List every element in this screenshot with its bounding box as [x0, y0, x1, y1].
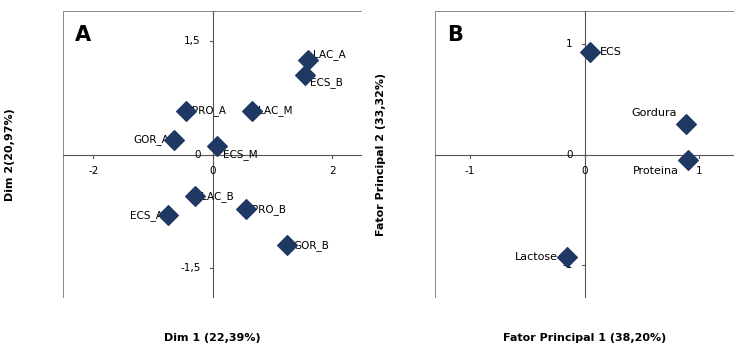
- Text: GOR_A: GOR_A: [133, 134, 169, 145]
- Text: LAC_M: LAC_M: [258, 106, 292, 117]
- Point: [682, 157, 694, 163]
- Point: [168, 137, 180, 143]
- Text: Fator Principal 2 (33,32%): Fator Principal 2 (33,32%): [376, 73, 387, 236]
- Text: 0: 0: [581, 166, 588, 176]
- Text: PRO_A: PRO_A: [191, 106, 226, 117]
- Point: [584, 49, 596, 55]
- Text: LAC_A: LAC_A: [313, 49, 346, 59]
- Text: ECS: ECS: [600, 47, 621, 57]
- Text: B: B: [447, 25, 463, 45]
- Text: Proteina: Proteina: [633, 166, 679, 176]
- Point: [180, 108, 191, 114]
- Point: [561, 254, 573, 260]
- Point: [679, 121, 691, 127]
- Point: [162, 212, 174, 218]
- Text: Gordura: Gordura: [631, 108, 676, 118]
- Text: ECS_A: ECS_A: [130, 210, 163, 221]
- Point: [246, 108, 258, 114]
- Text: 1: 1: [696, 166, 703, 176]
- Text: 1: 1: [566, 39, 573, 49]
- Text: 0: 0: [194, 150, 200, 160]
- Text: Fator Principal 1 (38,20%): Fator Principal 1 (38,20%): [503, 333, 666, 343]
- Text: -1: -1: [562, 260, 573, 270]
- Text: -2: -2: [88, 166, 98, 176]
- Text: -1: -1: [464, 166, 475, 176]
- Text: 2: 2: [329, 166, 335, 176]
- Text: Lactose: Lactose: [515, 252, 558, 263]
- Point: [302, 57, 314, 63]
- Text: Dim 1 (22,39%): Dim 1 (22,39%): [165, 333, 261, 343]
- Point: [282, 243, 294, 248]
- Text: LAC_B: LAC_B: [200, 191, 233, 202]
- Text: GOR_B: GOR_B: [294, 240, 329, 251]
- Text: A: A: [75, 25, 92, 45]
- Point: [212, 143, 224, 149]
- Text: ECS_B: ECS_B: [310, 77, 343, 88]
- Text: 1,5: 1,5: [184, 36, 200, 46]
- Text: -1,5: -1,5: [180, 263, 200, 273]
- Text: 0: 0: [566, 150, 573, 160]
- Point: [240, 206, 252, 212]
- Text: Dim 2(20,97%): Dim 2(20,97%): [4, 108, 15, 201]
- Text: 0: 0: [209, 166, 216, 176]
- Text: PRO_B: PRO_B: [252, 204, 285, 215]
- Text: ECS_M: ECS_M: [224, 149, 258, 160]
- Point: [188, 194, 200, 199]
- Point: [299, 73, 311, 78]
